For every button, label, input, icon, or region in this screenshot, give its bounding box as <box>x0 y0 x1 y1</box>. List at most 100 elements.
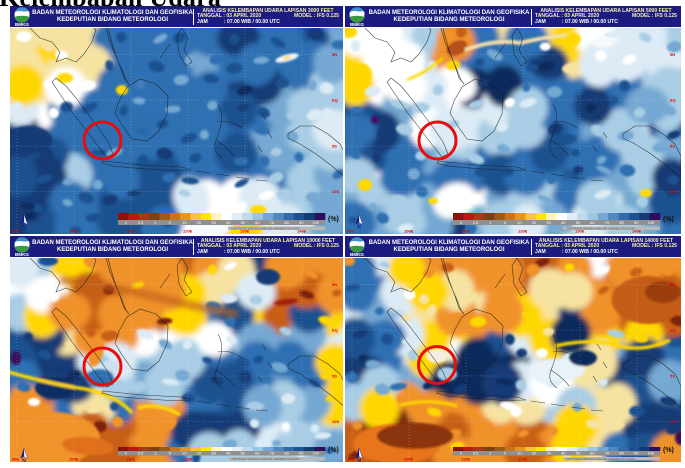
svg-text:5: 5 <box>169 220 172 225</box>
svg-text:N: N <box>22 225 26 231</box>
svg-text:0: 0 <box>125 220 128 225</box>
svg-text:(%): (%) <box>328 216 339 223</box>
svg-text:5S: 5S <box>332 144 337 149</box>
svg-text:50: 50 <box>576 451 581 456</box>
svg-text:90: 90 <box>299 220 304 225</box>
svg-text:COPYRIGHT BIDANG ANALISIS VARI: COPYRIGHT BIDANG ANALISIS VARIABILITAS I… <box>231 457 300 461</box>
svg-text:100E: 100E <box>69 457 79 462</box>
svg-text:80: 80 <box>284 451 289 456</box>
svg-text:1: 1 <box>154 451 157 456</box>
svg-text:70: 70 <box>605 451 610 456</box>
svg-text:(%): (%) <box>663 216 674 223</box>
svg-text:10S: 10S <box>670 419 677 424</box>
svg-text:40: 40 <box>226 220 231 225</box>
svg-text:90E: 90E <box>347 457 354 462</box>
svg-text:10: 10 <box>182 220 187 225</box>
svg-text:110E: 110E <box>126 457 135 462</box>
svg-text:90: 90 <box>634 220 639 225</box>
svg-text:110E: 110E <box>461 229 470 234</box>
svg-text:80: 80 <box>284 220 289 225</box>
svg-text:80: 80 <box>619 451 624 456</box>
svg-text:5: 5 <box>504 220 507 225</box>
svg-text:EQ: EQ <box>670 98 676 103</box>
svg-text:140E: 140E <box>297 229 307 234</box>
svg-text:90: 90 <box>634 451 639 456</box>
svg-text:140E: 140E <box>632 229 642 234</box>
svg-text:1: 1 <box>154 220 157 225</box>
svg-text:20: 20 <box>532 451 537 456</box>
svg-text:100: 100 <box>312 220 319 225</box>
svg-text:5: 5 <box>504 451 507 456</box>
svg-text:70: 70 <box>270 220 275 225</box>
svg-text:120E: 120E <box>183 229 193 234</box>
svg-text:90E: 90E <box>347 229 354 234</box>
svg-text:30: 30 <box>211 220 216 225</box>
svg-text:50: 50 <box>576 220 581 225</box>
svg-text:100: 100 <box>312 451 319 456</box>
svg-text:100E: 100E <box>69 229 79 234</box>
svg-text:COPYRIGHT BIDANG ANALISIS VARI: COPYRIGHT BIDANG ANALISIS VARIABILITAS I… <box>566 226 635 230</box>
svg-text:120E: 120E <box>518 457 528 462</box>
svg-text:60: 60 <box>590 220 595 225</box>
svg-text:5N: 5N <box>670 282 675 287</box>
svg-text:COPYRIGHT BIDANG ANALISIS VARI: COPYRIGHT BIDANG ANALISIS VARIABILITAS I… <box>566 457 635 461</box>
svg-text:0.5: 0.5 <box>473 220 479 225</box>
svg-text:70: 70 <box>605 220 610 225</box>
svg-text:(%): (%) <box>328 447 339 454</box>
svg-text:BMKG: BMKG <box>350 252 364 257</box>
svg-text:30: 30 <box>211 451 216 456</box>
svg-text:5: 5 <box>169 451 172 456</box>
svg-text:10: 10 <box>182 451 187 456</box>
svg-text:10S: 10S <box>332 189 339 194</box>
svg-text:100: 100 <box>647 220 654 225</box>
svg-text:30: 30 <box>546 220 551 225</box>
svg-text:100E: 100E <box>404 229 414 234</box>
svg-text:120E: 120E <box>183 457 193 462</box>
svg-text:60: 60 <box>255 451 260 456</box>
svg-text:N: N <box>357 459 361 463</box>
svg-text:90E: 90E <box>12 457 19 462</box>
svg-text:70: 70 <box>270 451 275 456</box>
svg-text:90: 90 <box>299 451 304 456</box>
svg-text:N: N <box>357 225 361 231</box>
svg-text:10S: 10S <box>332 419 339 424</box>
svg-text:60: 60 <box>255 220 260 225</box>
svg-text:5N: 5N <box>332 52 337 57</box>
svg-text:50: 50 <box>241 220 246 225</box>
svg-text:20: 20 <box>197 220 202 225</box>
svg-text:10: 10 <box>517 220 522 225</box>
svg-text:N: N <box>22 459 26 463</box>
svg-text:0: 0 <box>460 220 463 225</box>
svg-text:(%): (%) <box>663 447 674 454</box>
svg-text:0.5: 0.5 <box>138 451 144 456</box>
svg-text:COPYRIGHT BIDANG ANALISIS VARI: COPYRIGHT BIDANG ANALISIS VARIABILITAS I… <box>231 226 300 230</box>
svg-text:130E: 130E <box>240 229 250 234</box>
svg-text:80: 80 <box>619 220 624 225</box>
svg-text:40: 40 <box>561 220 566 225</box>
svg-text:40: 40 <box>561 451 566 456</box>
svg-text:5S: 5S <box>670 144 675 149</box>
svg-text:BMKG: BMKG <box>15 252 29 257</box>
svg-text:40: 40 <box>226 451 231 456</box>
svg-text:EQ: EQ <box>670 328 676 333</box>
svg-text:5N: 5N <box>332 282 337 287</box>
svg-text:1: 1 <box>489 220 492 225</box>
svg-text:5S: 5S <box>670 374 675 379</box>
svg-text:0.5: 0.5 <box>138 220 144 225</box>
svg-text:10: 10 <box>517 451 522 456</box>
svg-text:50: 50 <box>241 451 246 456</box>
svg-text:120E: 120E <box>518 229 528 234</box>
svg-text:30: 30 <box>546 451 551 456</box>
svg-text:0.5: 0.5 <box>473 451 479 456</box>
svg-text:BMKG: BMKG <box>15 22 29 27</box>
svg-text:BMKG: BMKG <box>350 22 364 27</box>
svg-text:EQ: EQ <box>332 328 338 333</box>
svg-text:130E: 130E <box>575 229 585 234</box>
svg-text:20: 20 <box>532 220 537 225</box>
svg-text:110E: 110E <box>126 229 135 234</box>
svg-text:60: 60 <box>590 451 595 456</box>
svg-text:110E: 110E <box>461 457 470 462</box>
svg-text:90E: 90E <box>12 229 19 234</box>
svg-text:0: 0 <box>125 451 128 456</box>
svg-text:5N: 5N <box>670 52 675 57</box>
